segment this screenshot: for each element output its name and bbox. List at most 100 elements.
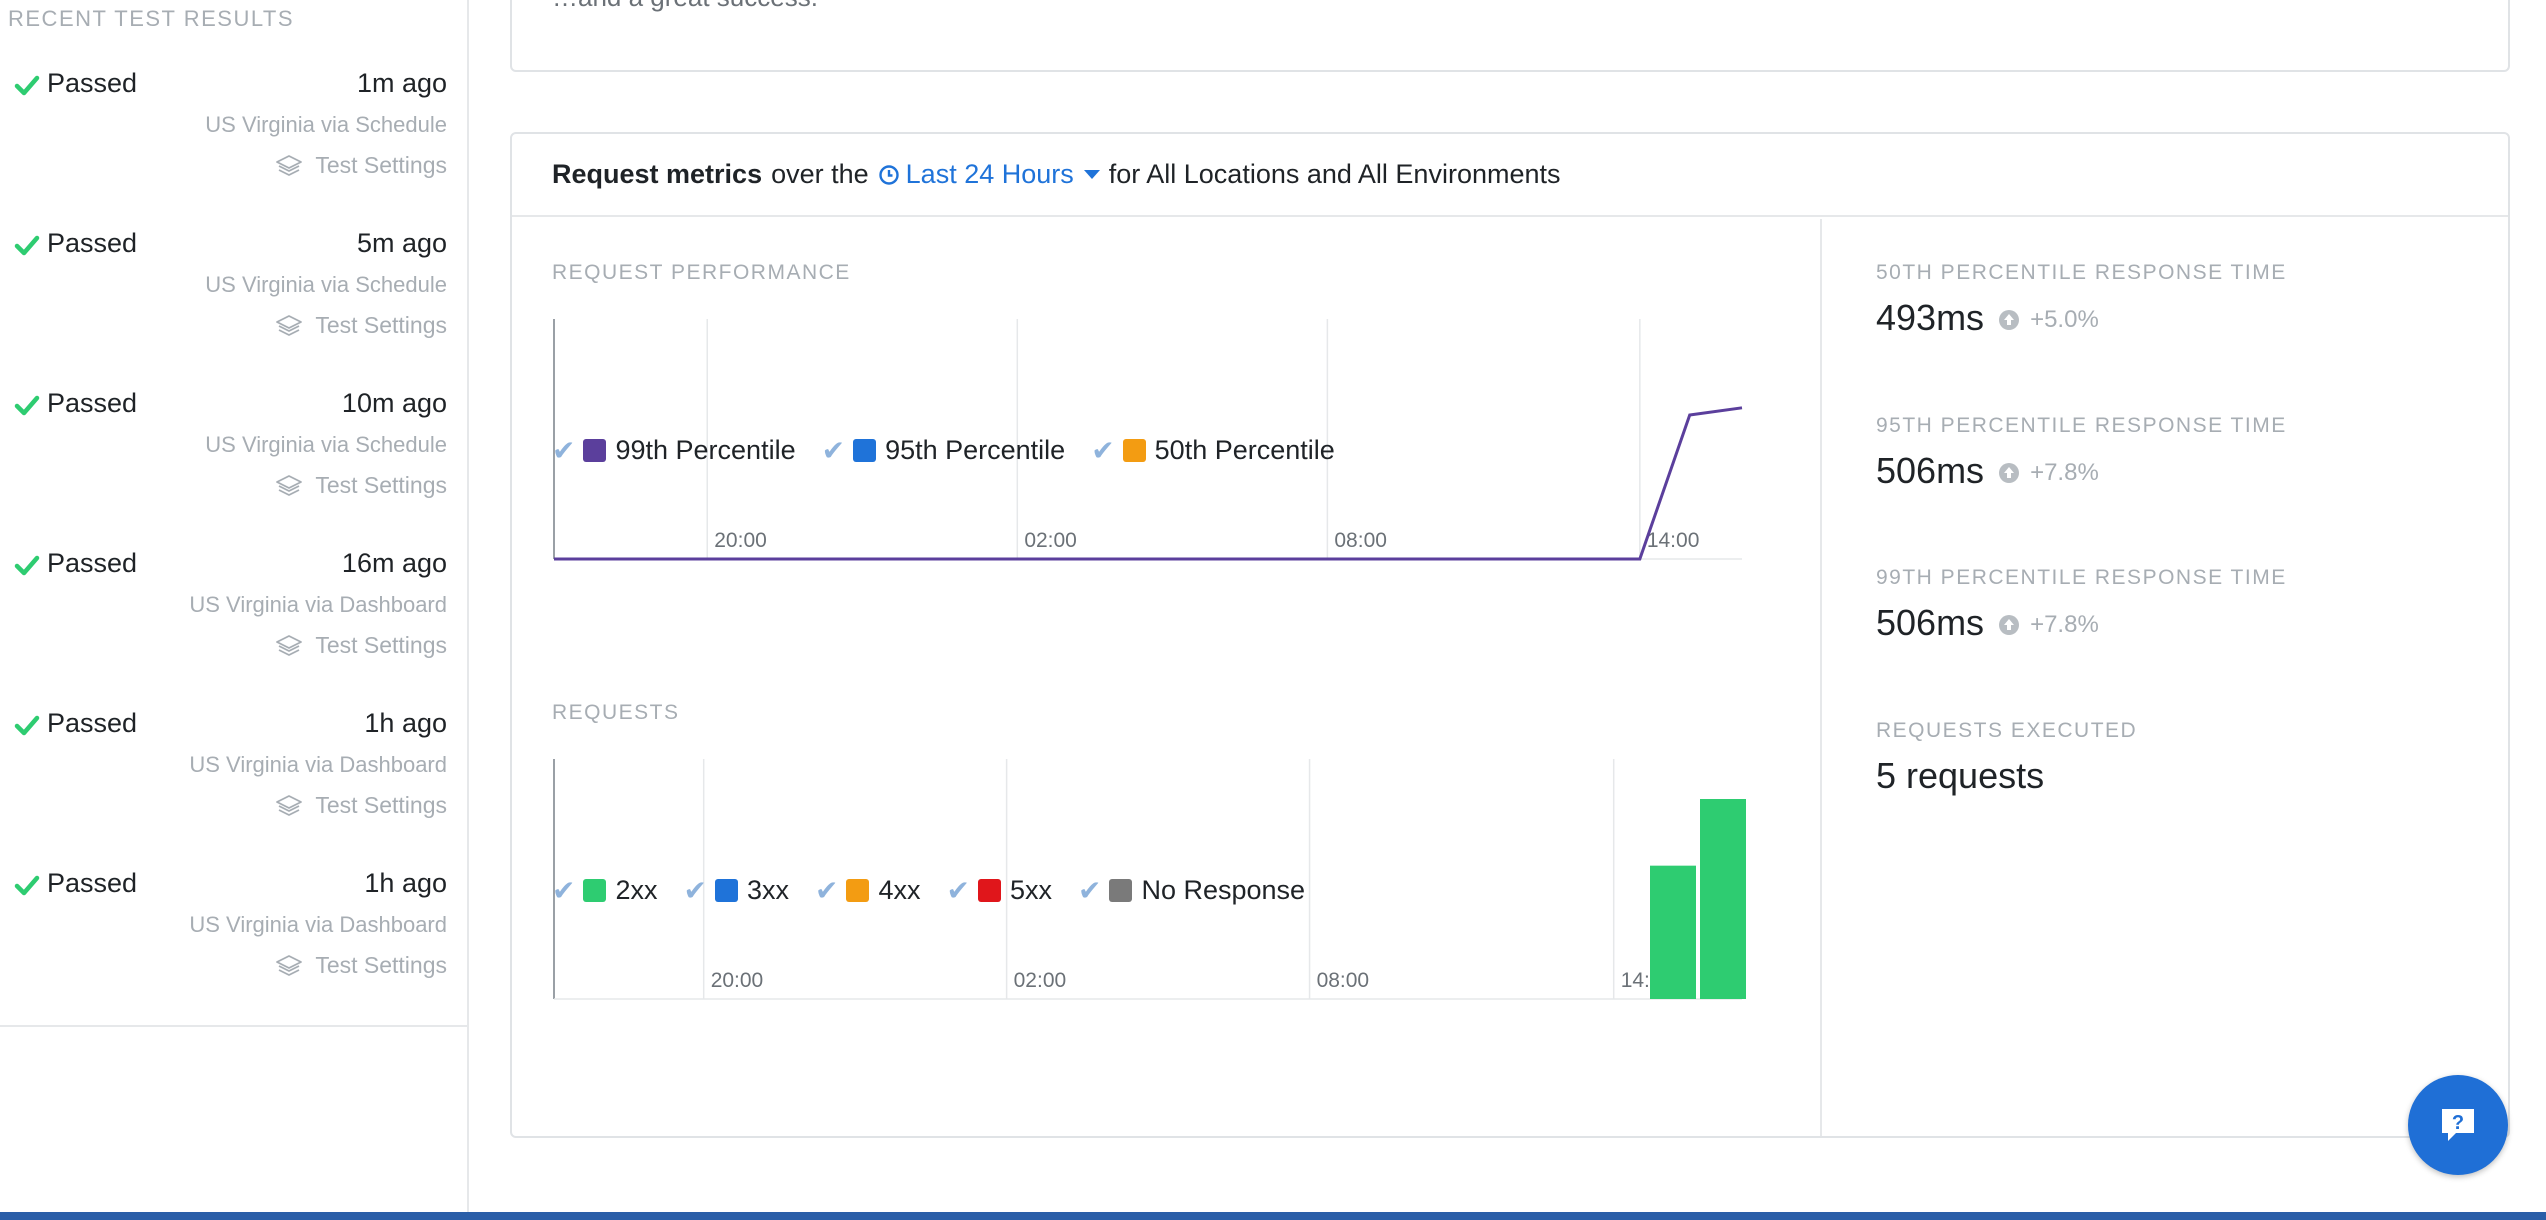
top-card: …and a great success. [510,0,2510,72]
test-settings-label: Test Settings [315,952,447,978]
performance-label: REQUEST PERFORMANCE [552,261,851,284]
result-item[interactable]: Passed 1h ago US Virginia via Dashboard … [0,864,467,1024]
legend-item[interactable]: ✔ 50th Percentile [1091,434,1335,467]
arrow-up-circle-icon [1999,310,2020,330]
checkmark-icon: ✔ [946,875,970,906]
result-time: 16m ago [341,548,447,578]
checkmark-icon: ✔ [683,875,707,906]
result-status: Passed [47,388,138,418]
checkmark-icon: ✔ [1078,875,1102,906]
bar [1700,799,1746,999]
stat-value: 506ms [1876,450,1985,491]
x-tick-label: 02:00 [1024,529,1077,552]
legend-label: 4xx [878,875,921,905]
stat-label: 50TH PERCENTILE RESPONSE TIME [1876,261,2287,284]
legend-label: 50th Percentile [1154,435,1335,465]
result-item[interactable]: Passed 5m ago US Virginia via Schedule T… [0,224,467,384]
request-metrics-card: Request metrics over the Last 24 Hours f… [510,132,2510,1138]
legend-label: 99th Percentile [615,435,796,465]
time-range-dropdown[interactable]: Last 24 Hours [878,159,1100,190]
stat-value-row: 493ms +5.0% [1876,297,2287,339]
stat-label: 95TH PERCENTILE RESPONSE TIME [1876,414,2287,437]
result-time: 1h ago [364,708,447,738]
layers-icon [276,794,303,816]
test-settings-label: Test Settings [315,472,447,498]
metrics-title: Request metrics [552,159,763,189]
result-time: 1m ago [356,68,447,98]
check-icon [14,555,40,576]
time-range-label: Last 24 Hours [905,159,1074,189]
checkmark-icon: ✔ [1091,435,1115,466]
help-button[interactable]: ? [2408,1075,2508,1175]
stat-value-row: 506ms +7.8% [1876,450,2287,492]
result-location: US Virginia via Schedule [205,112,447,137]
test-settings-link[interactable]: Test Settings [275,472,447,499]
test-settings-link[interactable]: Test Settings [275,952,447,979]
result-item[interactable]: Passed 1m ago US Virginia via Schedule T… [0,64,467,224]
legend-swatch [1122,439,1146,462]
x-tick-label: 08:00 [1317,969,1370,992]
result-item[interactable]: Passed 16m ago US Virginia via Dashboard… [0,544,467,704]
legend-item[interactable]: ✔ 95th Percentile [822,434,1066,467]
legend-item[interactable]: ✔ 5xx [947,874,1053,907]
result-location: US Virginia via Dashboard [189,912,447,937]
stat-change: +5.0% [1998,306,2099,334]
bar [1650,865,1696,999]
legend-swatch [583,439,607,462]
arrow-up-circle-icon [1999,463,2020,483]
stat-label: REQUESTS EXECUTED [1876,719,2138,742]
bottom-bar [0,1212,2546,1220]
result-location: US Virginia via Schedule [205,272,447,297]
legend-item[interactable]: ✔ 2xx [552,874,658,907]
layers-icon [276,314,303,336]
sidebar-title: RECENT TEST RESULTS [8,6,295,31]
requests-legend: ✔ 2xx ✔ 3xx ✔ 4xx ✔ 5xx ✔ No Response [552,874,1331,907]
x-tick-label: 14:00 [1647,529,1700,552]
charts-column: REQUEST PERFORMANCE 20:00 02:00 08:00 14:00… [512,219,1822,1136]
stat-label: 99TH PERCENTILE RESPONSE TIME [1876,566,2287,589]
arrow-up-circle-icon [1999,615,2020,635]
stat-block: REQUESTS EXECUTED 5 requests [1876,719,2137,797]
layers-icon [276,474,303,496]
result-time: 5m ago [356,228,447,258]
checkmark-icon: ✔ [815,875,839,906]
legend-swatch [977,879,1001,902]
legend-label: 95th Percentile [885,435,1066,465]
test-settings-link[interactable]: Test Settings [275,312,447,339]
result-item[interactable]: Passed 1h ago US Virginia via Dashboard … [0,704,467,864]
legend-item[interactable]: ✔ No Response [1078,874,1305,907]
stat-change: +7.8% [1998,459,2099,487]
legend-item[interactable]: ✔ 3xx [684,874,790,907]
checkmark-icon: ✔ [552,875,576,906]
result-time: 1h ago [364,868,447,898]
layers-icon [276,634,303,656]
checkmark-icon: ✔ [552,435,576,466]
legend-item[interactable]: ✔ 4xx [815,874,921,907]
test-settings-link[interactable]: Test Settings [275,632,447,659]
legend-swatch [714,879,738,902]
sidebar-divider [0,1025,467,1027]
result-item[interactable]: Passed 10m ago US Virginia via Schedule … [0,384,467,544]
check-icon [14,235,40,256]
check-icon [14,875,40,896]
legend-item[interactable]: ✔ 99th Percentile [552,434,796,467]
stat-value-row: 5 requests [1876,755,2137,797]
metrics-header-pre: over the [771,159,869,189]
test-settings-link[interactable]: Test Settings [275,152,447,179]
stat-change: +7.8% [1998,611,2099,639]
stat-value: 506ms [1876,602,1985,643]
stat-value: 493ms [1876,297,1985,338]
svg-text:?: ? [2452,1112,2464,1134]
series-line [554,406,1743,561]
layers-icon [276,154,303,176]
check-icon [14,715,40,736]
legend-swatch [1109,879,1133,902]
requests-chart: 20:00 02:00 08:00 14:00 [553,759,1746,1000]
result-status: Passed [47,708,138,738]
test-settings-link[interactable]: Test Settings [275,792,447,819]
requests-label: REQUESTS [552,701,680,724]
test-settings-label: Test Settings [315,152,447,178]
test-settings-label: Test Settings [315,312,447,338]
result-status: Passed [47,548,138,578]
stat-change-value: +7.8% [2030,459,2099,486]
